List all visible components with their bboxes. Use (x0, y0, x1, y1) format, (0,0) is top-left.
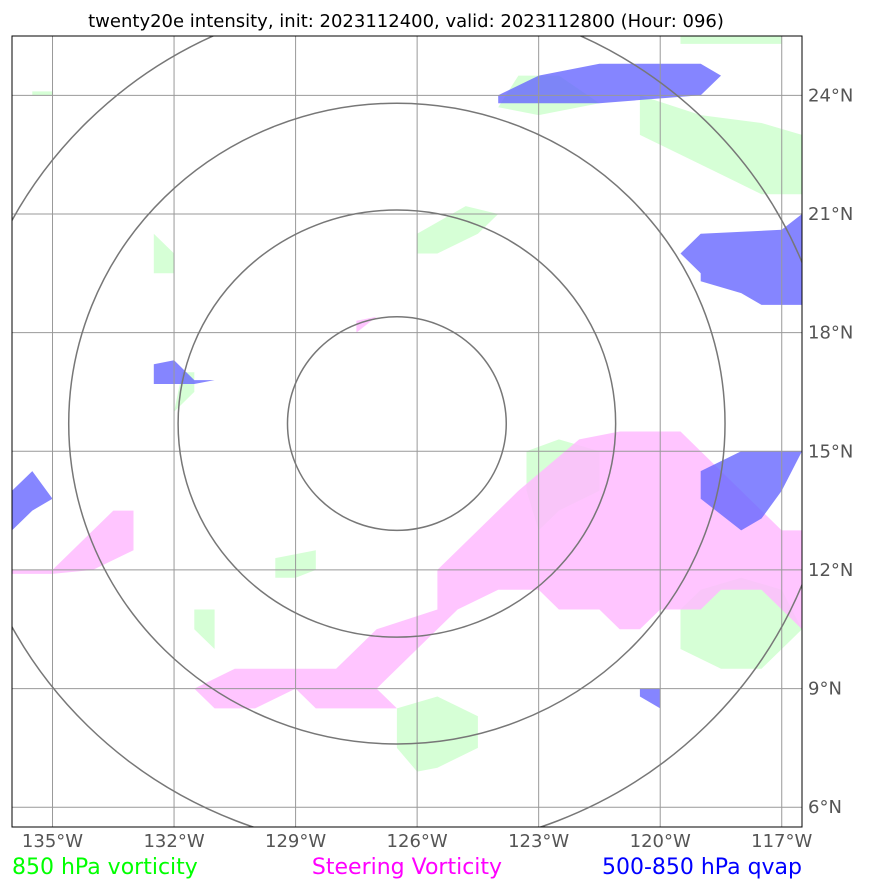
axis-ticks: 135°W 132°W 129°W 126°W 123°W 120°W 117°W 24°N 2… (22, 85, 853, 852)
vorticity-850-patch-6 (194, 609, 215, 649)
vorticity-850-patch-1 (153, 233, 175, 274)
lat-tick-label: 15°N (808, 441, 853, 462)
plot-frame (11, 35, 803, 828)
qvap-patch-3 (12, 471, 53, 531)
legend: 850 hPa vorticity Steering Vorticity 500… (12, 855, 802, 880)
vorticity-850-patch-3 (417, 206, 499, 254)
lat-tick-label: 12°N (808, 560, 853, 581)
legend-steering-vorticity: Steering Vorticity (312, 855, 502, 880)
range-ring-2 (67, 102, 726, 745)
range-rings (12, 36, 802, 827)
lon-tick-label: 132°W (143, 831, 204, 852)
range-ring-1 (177, 209, 617, 638)
vorticity-850-patch-10 (639, 95, 802, 195)
lon-tick-label: 135°W (22, 831, 83, 852)
steering-vorticity-patch-1 (356, 316, 377, 333)
lat-tick-label: 9°N (808, 679, 842, 700)
lat-tick-label: 6°N (808, 797, 842, 818)
legend-qvap: 500-850 hPa qvap (602, 855, 802, 880)
lon-tick-label: 126°W (387, 831, 448, 852)
lat-tick-label: 21°N (808, 204, 853, 225)
qvap-patch-0 (498, 63, 721, 104)
legend-vorticity-850: 850 hPa vorticity (12, 855, 198, 880)
lon-tick-label: 129°W (265, 831, 326, 852)
qvap-patch-4 (700, 451, 802, 531)
qvap-patch-5 (639, 688, 661, 709)
lat-tick-label: 18°N (808, 323, 853, 344)
vorticity-850-patch-11 (680, 36, 782, 44)
steering-vorticity-patch-0 (12, 510, 134, 574)
lon-tick-label: 120°W (630, 831, 691, 852)
range-ring-0 (286, 316, 508, 532)
gridlines (12, 36, 802, 827)
lon-tick-label: 123°W (508, 831, 569, 852)
lat-tick-label: 24°N (808, 85, 853, 106)
map-title: twenty20e intensity, init: 2023112400, v… (88, 11, 724, 32)
plot-area (12, 36, 802, 827)
qvap-patch-1 (680, 214, 802, 305)
qvap-layer (12, 63, 802, 709)
lon-tick-label: 117°W (751, 831, 812, 852)
vorticity-850-patch-0 (32, 91, 53, 96)
vorticity-850-patch-8 (680, 577, 802, 669)
